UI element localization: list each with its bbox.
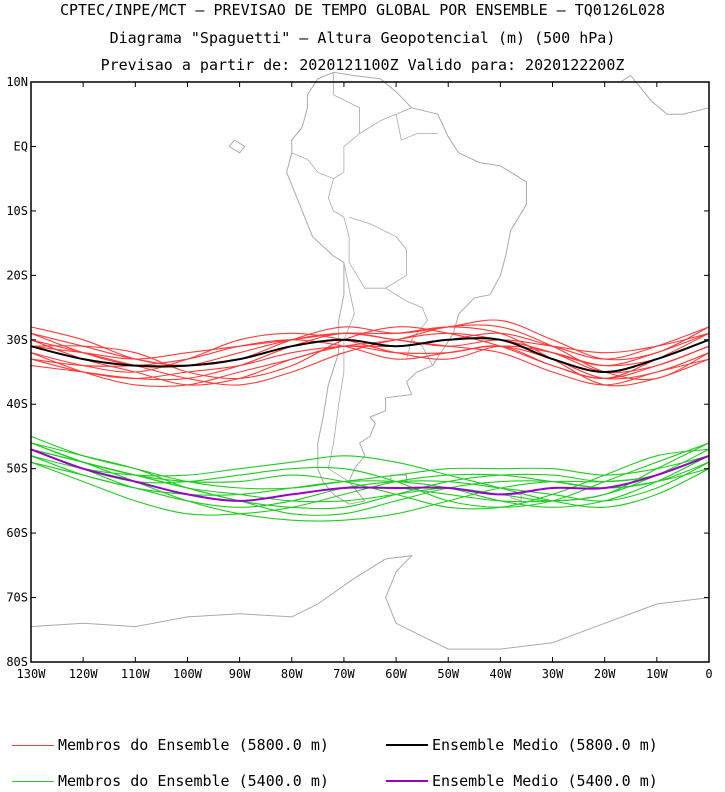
- legend-swatch: [12, 744, 54, 746]
- y-tick-label: 40S: [6, 397, 28, 411]
- ensemble-member-line: [30, 448, 710, 510]
- legend-swatch: [386, 744, 428, 746]
- x-tick-label: 130W: [17, 667, 47, 681]
- ensemble-member-line: [30, 332, 710, 379]
- africa-coastline: [620, 74, 710, 115]
- legend-label: Membros do Ensemble (5400.0 m): [58, 772, 329, 790]
- chart-title-line1: CPTEC/INPE/MCT – PREVISAO DE TEMPO GLOBA…: [59, 1, 666, 19]
- legend-item-mean-5400: Ensemble Medio (5400.0 m): [386, 772, 658, 790]
- y-tick-label: 70S: [6, 591, 28, 605]
- south-america-coastline: [286, 71, 527, 505]
- legend-item-members-5400: Membros do Ensemble (5400.0 m): [12, 772, 329, 790]
- x-tick-label: 50W: [437, 667, 459, 681]
- x-tick-label: 0: [705, 667, 712, 681]
- country-border: [385, 287, 428, 360]
- members-5800-group: [30, 319, 710, 388]
- coastline-map: [30, 71, 710, 650]
- x-tick-label: 120W: [69, 667, 99, 681]
- y-tick-label: 50S: [6, 462, 28, 476]
- legend-item-members-5800: Membros do Ensemble (5800.0 m): [12, 736, 329, 754]
- country-border: [333, 210, 407, 289]
- x-tick-label: 10W: [646, 667, 668, 681]
- legend-label: Ensemble Medio (5800.0 m): [432, 736, 658, 754]
- galapagos-islands: [228, 139, 246, 154]
- ensemble-member-line: [30, 442, 710, 503]
- ensemble-member-line: [30, 326, 710, 380]
- south-georgia-island: [510, 493, 522, 502]
- legend-swatch: [12, 780, 54, 782]
- country-border: [395, 114, 438, 141]
- x-tick-label: 70W: [333, 667, 355, 681]
- y-tick-label: 10N: [6, 75, 28, 89]
- legend-label: Ensemble Medio (5400.0 m): [432, 772, 658, 790]
- ensemble-member-line: [30, 442, 710, 516]
- x-tick-label: 100W: [173, 667, 203, 681]
- country-border: [333, 72, 360, 134]
- legend-item-mean-5800: Ensemble Medio (5800.0 m): [386, 736, 658, 754]
- country-border: [348, 216, 407, 276]
- plot-frame: [30, 81, 710, 663]
- ensemble-member-line: [30, 324, 710, 386]
- country-border: [327, 178, 334, 212]
- country-border: [327, 262, 355, 482]
- x-tick-label: 20W: [594, 667, 616, 681]
- y-tick-label: 30S: [6, 333, 28, 347]
- axes-group: 130W 120W 110W 100W 90W 80W 70W 60W 50W 40W 30W 20W…: [6, 75, 712, 681]
- country-border: [291, 152, 345, 180]
- country-border: [343, 107, 412, 173]
- antarctica-coastline: [30, 555, 710, 650]
- ensemble-member-line: [30, 455, 710, 509]
- chart-title-line2: Diagrama "Spaguetti" – Altura Geopotenci…: [109, 29, 616, 47]
- x-tick-label: 30W: [542, 667, 564, 681]
- x-tick-label: 40W: [490, 667, 512, 681]
- ensemble-member-line: [30, 442, 710, 503]
- y-tick-label: 80S: [6, 655, 28, 669]
- ensemble-member-line: [30, 326, 710, 387]
- x-tick-label: 110W: [121, 667, 151, 681]
- y-tick-label: 10S: [6, 204, 28, 218]
- legend-swatch: [386, 780, 428, 782]
- x-tick-label: 80W: [281, 667, 303, 681]
- ensemble-mean-line: [30, 337, 710, 374]
- y-tick-label: 20S: [6, 268, 28, 282]
- ensemble-member-line: [30, 455, 710, 508]
- ensemble-mean-line: [30, 448, 710, 502]
- ensemble-member-line: [30, 332, 710, 368]
- ensemble-mean-group: [30, 337, 710, 502]
- y-tick-label: 60S: [6, 526, 28, 540]
- x-tick-label: 60W: [385, 667, 407, 681]
- ensemble-member-line: [30, 435, 710, 490]
- x-tick-label: 90W: [229, 667, 251, 681]
- legend-label: Membros do Ensemble (5800.0 m): [58, 736, 329, 754]
- chart-title-line3: Previsao a partir de: 2020121100Z Valido…: [100, 56, 625, 74]
- y-tick-label: EQ: [14, 139, 28, 153]
- members-5400-group: [30, 435, 710, 522]
